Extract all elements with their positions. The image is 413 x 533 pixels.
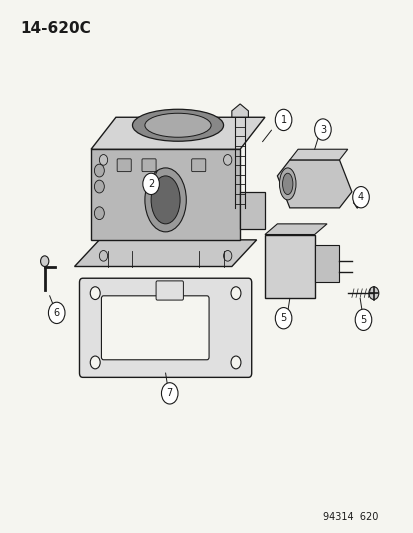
- Circle shape: [368, 287, 378, 300]
- Circle shape: [94, 164, 104, 177]
- Polygon shape: [264, 235, 314, 298]
- FancyBboxPatch shape: [117, 159, 131, 172]
- Circle shape: [90, 287, 100, 300]
- Text: 5: 5: [359, 315, 366, 325]
- FancyBboxPatch shape: [191, 159, 205, 172]
- Polygon shape: [289, 149, 347, 160]
- Text: 2: 2: [147, 179, 154, 189]
- Circle shape: [223, 155, 231, 165]
- Text: 14-620C: 14-620C: [21, 21, 91, 36]
- Circle shape: [275, 308, 291, 329]
- FancyBboxPatch shape: [79, 278, 251, 377]
- Text: 4: 4: [357, 192, 363, 202]
- Circle shape: [314, 119, 330, 140]
- Circle shape: [352, 187, 368, 208]
- Polygon shape: [264, 224, 326, 235]
- Ellipse shape: [151, 176, 180, 224]
- Polygon shape: [74, 240, 256, 266]
- Polygon shape: [91, 149, 240, 240]
- Polygon shape: [91, 117, 264, 149]
- Circle shape: [223, 251, 231, 261]
- Circle shape: [99, 251, 107, 261]
- FancyBboxPatch shape: [101, 296, 209, 360]
- Circle shape: [90, 356, 100, 369]
- Circle shape: [161, 383, 178, 404]
- Text: 94314  620: 94314 620: [322, 512, 377, 522]
- Circle shape: [99, 155, 107, 165]
- Circle shape: [230, 356, 240, 369]
- Circle shape: [48, 302, 65, 324]
- Text: 6: 6: [54, 308, 59, 318]
- Text: 7: 7: [166, 389, 173, 398]
- Circle shape: [94, 207, 104, 220]
- Circle shape: [40, 256, 49, 266]
- Polygon shape: [277, 160, 351, 208]
- Circle shape: [275, 109, 291, 131]
- Circle shape: [354, 309, 371, 330]
- Ellipse shape: [282, 173, 292, 195]
- Circle shape: [230, 287, 240, 300]
- Circle shape: [94, 180, 104, 193]
- FancyBboxPatch shape: [142, 159, 156, 172]
- Ellipse shape: [145, 114, 211, 137]
- Polygon shape: [314, 245, 339, 282]
- FancyBboxPatch shape: [156, 281, 183, 300]
- Ellipse shape: [132, 109, 223, 141]
- Polygon shape: [240, 192, 264, 229]
- Text: 5: 5: [280, 313, 286, 323]
- Circle shape: [142, 173, 159, 195]
- Text: 1: 1: [280, 115, 286, 125]
- Polygon shape: [231, 104, 248, 127]
- Ellipse shape: [279, 168, 295, 200]
- Ellipse shape: [145, 168, 186, 232]
- Text: 3: 3: [319, 125, 325, 134]
